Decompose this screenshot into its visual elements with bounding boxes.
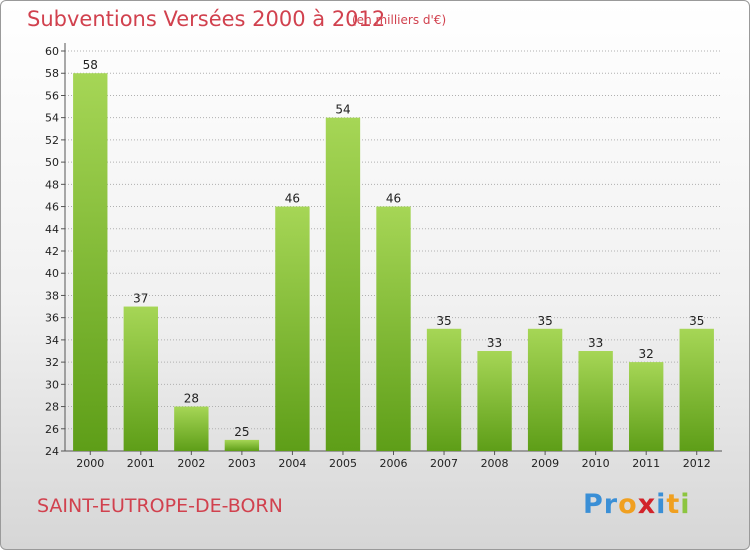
- value-label-2004: 46: [285, 192, 300, 206]
- logo-letter: i: [680, 489, 691, 520]
- x-tick-label-2007: 2007: [430, 457, 458, 470]
- logo-letter: r: [603, 489, 619, 520]
- bar-2011: [629, 362, 664, 451]
- x-tick-label-2006: 2006: [380, 457, 408, 470]
- bar-2010: [578, 351, 613, 451]
- value-label-2008: 33: [487, 336, 502, 350]
- y-tick-label: 44: [45, 223, 59, 236]
- value-label-2001: 37: [133, 292, 148, 306]
- logo-letter: t: [666, 489, 681, 520]
- value-label-2007: 35: [436, 314, 451, 328]
- y-tick-label: 56: [45, 89, 59, 102]
- bar-2008: [477, 351, 512, 451]
- value-label-2009: 35: [537, 314, 552, 328]
- bar-2003: [224, 439, 260, 451]
- value-label-2006: 46: [386, 192, 401, 206]
- x-tick-label-2004: 2004: [278, 457, 306, 470]
- x-tick-label-2011: 2011: [632, 457, 660, 470]
- value-label-2012: 35: [689, 314, 704, 328]
- y-tick-label: 38: [45, 289, 59, 302]
- x-tick-label-2008: 2008: [481, 457, 509, 470]
- y-tick-label: 28: [45, 401, 59, 414]
- logo-letter: o: [618, 489, 638, 520]
- y-tick-label: 24: [45, 445, 59, 458]
- logo-letter: x: [637, 489, 657, 520]
- y-tick-label: 36: [45, 312, 59, 325]
- x-tick-label-2001: 2001: [127, 457, 155, 470]
- x-tick-label-2012: 2012: [683, 457, 711, 470]
- x-tick-label-2003: 2003: [228, 457, 256, 470]
- value-labels: 58 37 28 25 46 54 46 35 33 35 33 32 35: [83, 58, 705, 439]
- y-tick-label: 30: [45, 378, 59, 391]
- value-label-2003: 25: [234, 425, 249, 439]
- chart-title: Subventions Versées 2000 à 2012: [27, 7, 386, 31]
- bars: [73, 73, 714, 452]
- y-tick-label: 52: [45, 134, 59, 147]
- value-label-2002: 28: [184, 392, 199, 406]
- proxiti-logo: Proxiti: [583, 489, 691, 520]
- x-tick-label-2005: 2005: [329, 457, 357, 470]
- bar-2002: [174, 406, 209, 451]
- bar-2005: [325, 117, 361, 452]
- y-tick-label: 60: [45, 45, 59, 58]
- x-tick-label-2009: 2009: [531, 457, 559, 470]
- value-label-2010: 33: [588, 336, 603, 350]
- bar-2004: [275, 206, 310, 451]
- logo-letter: P: [583, 489, 604, 520]
- logo-letter: i: [656, 489, 667, 520]
- y-tick-label: 42: [45, 245, 59, 258]
- bar-2006: [376, 206, 411, 451]
- bar-2012: [679, 328, 714, 451]
- y-tick-labels: 24 26 28 30 32 34 36 38 40 42 44 46 48 50 52 54 56 58 60: [45, 45, 65, 458]
- x-tick-label-2000: 2000: [76, 457, 104, 470]
- value-label-2000: 58: [83, 58, 98, 72]
- y-tick-label: 40: [45, 267, 59, 280]
- y-tick-label: 50: [45, 156, 59, 169]
- value-label-2011: 32: [639, 347, 654, 361]
- y-tick-label: 46: [45, 201, 59, 214]
- x-tick-labels: 2000 2001 2002 2003 2004 2005 2006 2007 2008 2009…: [76, 451, 711, 470]
- bar-2001: [123, 306, 158, 451]
- bar-2007: [426, 328, 462, 451]
- value-label-2005: 54: [335, 103, 350, 117]
- bar-2009: [527, 328, 563, 451]
- x-tick-label-2002: 2002: [177, 457, 205, 470]
- y-tick-label: 34: [45, 334, 59, 347]
- y-tick-label: 54: [45, 112, 59, 125]
- y-tick-label: 32: [45, 356, 59, 369]
- chart-subtitle: (en milliers d'€): [352, 13, 447, 27]
- y-tick-label: 48: [45, 178, 59, 191]
- bar-2000: [73, 73, 108, 451]
- y-tick-label: 26: [45, 423, 59, 436]
- x-tick-label-2010: 2010: [582, 457, 610, 470]
- y-tick-label: 58: [45, 67, 59, 80]
- commune-name: SAINT-EUTROPE-DE-BORN: [37, 495, 283, 517]
